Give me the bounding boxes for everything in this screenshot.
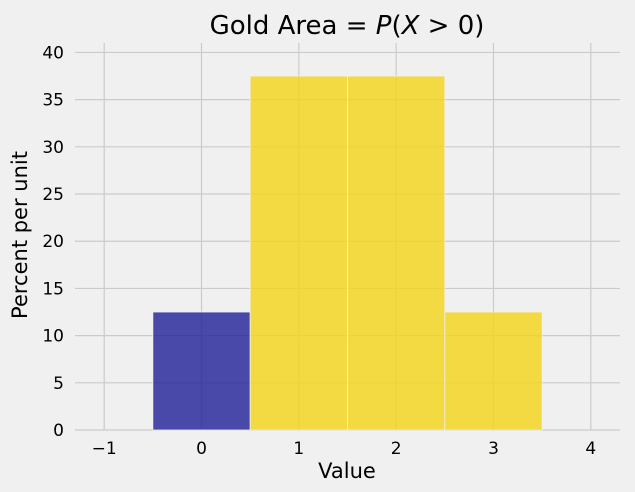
- chart-title-part: X: [400, 11, 421, 41]
- chart-title-part: (: [391, 11, 401, 41]
- x-axis-label: Value: [318, 459, 376, 483]
- y-tick-label: 40: [42, 43, 64, 63]
- y-tick-label: 35: [42, 91, 64, 111]
- x-tick-label: 3: [488, 439, 499, 459]
- y-tick-label: 25: [42, 185, 64, 205]
- histogram-bar-3: [444, 311, 543, 431]
- y-tick-label: 15: [42, 279, 64, 299]
- x-tick-label: 0: [196, 439, 207, 459]
- histogram-bar-2: [347, 75, 446, 431]
- bars: [152, 75, 543, 431]
- y-tick-label: 10: [42, 327, 64, 347]
- y-tick-label: 0: [53, 421, 64, 441]
- chart-title-part: P: [376, 11, 392, 41]
- y-axis-label: Percent per unit: [8, 151, 32, 319]
- y-tick-label: 5: [53, 374, 64, 394]
- chart-title: Gold Area = P(X > 0): [210, 11, 485, 41]
- x-axis-ticks: −1 0 1 2 3 4: [92, 439, 597, 459]
- y-tick-label: 20: [42, 232, 64, 252]
- histogram-bar-1: [249, 75, 348, 431]
- chart-title-part: > 0): [419, 11, 484, 41]
- x-tick-label: 4: [585, 439, 596, 459]
- y-axis-ticks: 0 5 10 15 20 25 30 35 40: [42, 43, 64, 441]
- y-tick-label: 30: [42, 138, 64, 158]
- chart-title-part: Gold Area =: [210, 11, 376, 41]
- x-tick-label: −1: [92, 439, 117, 459]
- histogram-bar-0: [152, 311, 251, 431]
- x-tick-label: 1: [293, 439, 304, 459]
- x-tick-label: 2: [391, 439, 402, 459]
